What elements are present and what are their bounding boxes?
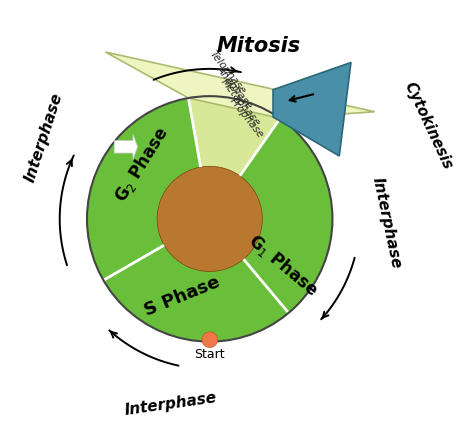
Polygon shape [273, 62, 351, 156]
Text: Interphase: Interphase [124, 390, 218, 418]
Polygon shape [105, 52, 375, 118]
Text: Mitosis: Mitosis [216, 36, 301, 55]
Text: Prophase: Prophase [228, 95, 265, 140]
Text: G$_2$ Phase: G$_2$ Phase [110, 123, 173, 206]
Wedge shape [210, 118, 332, 313]
Text: G$_1$ Phase: G$_1$ Phase [245, 230, 323, 301]
Wedge shape [103, 219, 289, 342]
Circle shape [157, 166, 262, 271]
Text: Metaphase: Metaphase [219, 77, 262, 128]
Text: Interphase: Interphase [370, 176, 404, 270]
Text: Interphase: Interphase [23, 90, 65, 184]
Text: Cytokinesis: Cytokinesis [401, 79, 455, 172]
Text: S Phase: S Phase [142, 273, 223, 320]
Wedge shape [188, 96, 280, 219]
Circle shape [202, 332, 218, 347]
Text: Anaphase: Anaphase [214, 64, 254, 111]
Text: Telophase: Telophase [208, 49, 247, 96]
Wedge shape [87, 98, 210, 280]
Text: Start: Start [194, 348, 225, 361]
Polygon shape [114, 134, 137, 159]
